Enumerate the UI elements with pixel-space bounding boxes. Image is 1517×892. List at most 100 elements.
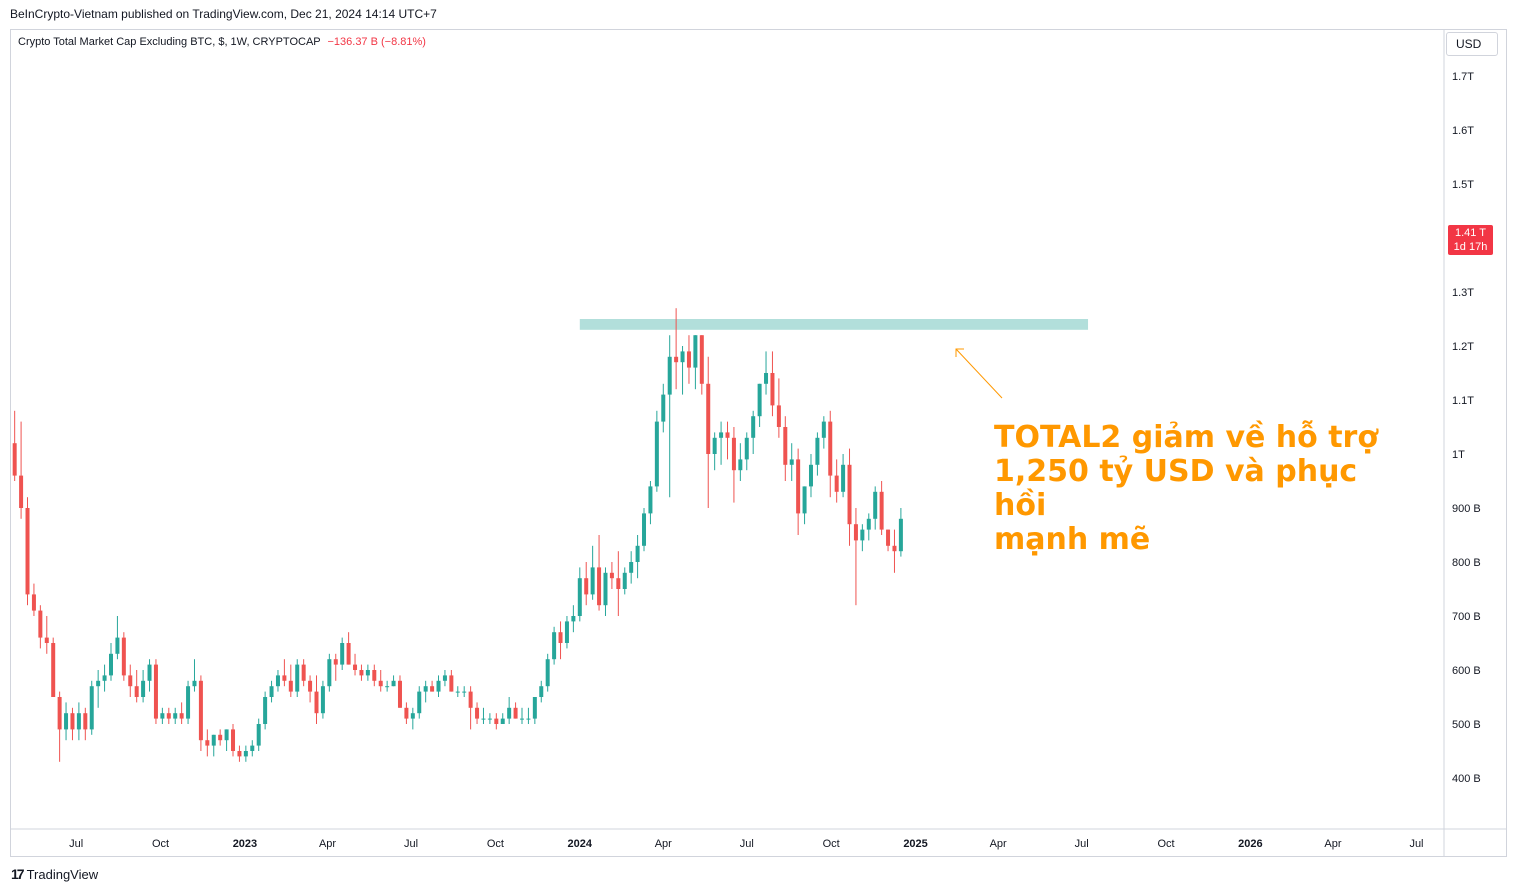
candle-body [828, 421, 833, 476]
price-tick-label: 400 B [1452, 773, 1481, 785]
candle [121, 632, 126, 681]
candle [134, 670, 139, 703]
candle-body [141, 680, 146, 697]
time-tick-label: Jul [404, 838, 418, 850]
candle [686, 335, 691, 384]
candle [166, 707, 171, 724]
candle [597, 535, 602, 611]
candle [648, 481, 653, 525]
candle-body [44, 637, 49, 643]
support-zone[interactable] [579, 319, 1089, 330]
candle-body [70, 713, 75, 730]
candle-body [719, 432, 724, 438]
candle-body [494, 718, 499, 724]
candle-body [372, 670, 377, 681]
candle-body [571, 616, 576, 622]
candle [269, 680, 274, 703]
candle [674, 308, 679, 390]
candle [320, 680, 325, 719]
candle [391, 675, 396, 687]
candle-body [642, 513, 647, 546]
candle [712, 432, 717, 471]
candle-body [333, 659, 338, 665]
candle-body [25, 508, 30, 595]
candle [776, 378, 781, 438]
candle-body [269, 686, 274, 697]
candle [102, 664, 107, 692]
candle [430, 680, 435, 692]
candle-body [802, 486, 807, 514]
candle-body [57, 697, 62, 730]
candle [744, 432, 749, 471]
candle-body [616, 578, 621, 589]
candle [494, 713, 499, 730]
candle [301, 659, 306, 687]
candle-body [507, 707, 512, 719]
candle [616, 551, 621, 616]
candle [828, 410, 833, 498]
candle [275, 670, 280, 692]
candle-body [89, 686, 94, 730]
candle-body [128, 675, 133, 687]
candle [250, 740, 255, 757]
price-tick-label: 900 B [1452, 503, 1481, 515]
candle-body [686, 351, 691, 368]
candle [552, 626, 557, 665]
price-tick-label: 1T [1452, 449, 1465, 461]
candle [699, 335, 704, 395]
candle [590, 545, 595, 600]
candle-body [860, 529, 865, 541]
candle-body [744, 437, 749, 460]
candle-body [288, 680, 293, 692]
candle-body [770, 373, 775, 406]
candle [218, 729, 223, 746]
candle [526, 707, 531, 724]
candle [243, 745, 248, 762]
currency-button[interactable]: USD [1446, 32, 1498, 56]
candle-body [12, 443, 17, 476]
candle-body [166, 713, 171, 719]
candle-body [314, 691, 319, 714]
candle-body [205, 740, 210, 746]
time-tick-label: Apr [1324, 838, 1341, 850]
candle-body [442, 675, 447, 681]
candle-body [808, 464, 813, 487]
candle [442, 670, 447, 687]
candle [404, 702, 409, 724]
last-price-value: 1.41 T [1455, 227, 1486, 239]
candle [108, 643, 113, 681]
candle-body [815, 437, 820, 465]
candle [19, 421, 24, 519]
candle [38, 605, 43, 649]
candle-body [789, 459, 794, 465]
candle-body [558, 632, 563, 643]
candle-body [417, 691, 422, 714]
candle-body [783, 427, 788, 465]
candle [860, 524, 865, 552]
candle [186, 680, 191, 724]
candle [205, 729, 210, 757]
price-tick-label: 600 B [1452, 665, 1481, 677]
candle-body [462, 691, 467, 693]
tradingview-footer[interactable]: 17 TradingView [11, 866, 98, 882]
candle [757, 383, 762, 427]
candle-body [834, 475, 839, 492]
candle [847, 448, 852, 546]
candle-body [584, 578, 589, 595]
candle [308, 675, 313, 703]
candle-body [821, 421, 826, 438]
legend-change: −136.37 B (−8.81%) [327, 36, 426, 48]
candle [603, 567, 608, 616]
candle-body [597, 567, 602, 606]
candle [853, 508, 858, 606]
time-tick-label: Apr [655, 838, 672, 850]
candle-body [487, 718, 492, 720]
candle [231, 724, 236, 757]
candle-body [475, 707, 480, 719]
candle-body [96, 680, 101, 687]
candle-body [712, 437, 717, 454]
candle [719, 421, 724, 465]
candle-body [654, 421, 659, 487]
candle [654, 410, 659, 492]
